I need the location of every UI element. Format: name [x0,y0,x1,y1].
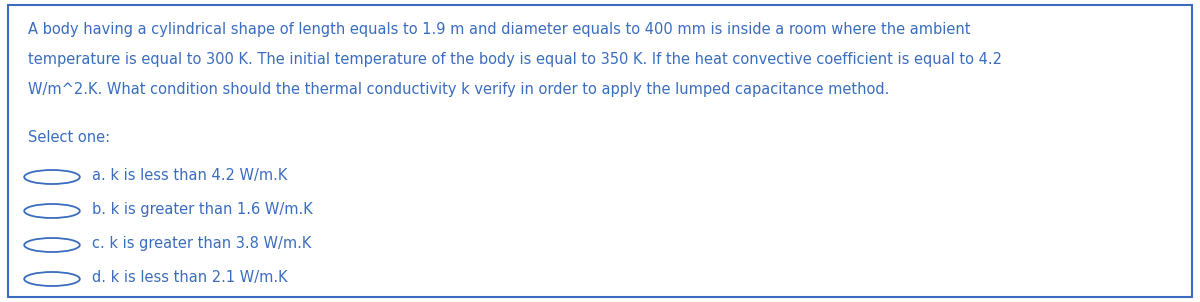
Ellipse shape [24,238,80,252]
Text: c. k is greater than 3.8 W/m.K: c. k is greater than 3.8 W/m.K [92,236,311,251]
Text: W/m^2.K. What condition should the thermal conductivity k verify in order to app: W/m^2.K. What condition should the therm… [28,82,889,97]
Text: temperature is equal to 300 K. The initial temperature of the body is equal to 3: temperature is equal to 300 K. The initi… [28,52,1002,67]
Text: d. k is less than 2.1 W/m.K: d. k is less than 2.1 W/m.K [92,270,288,285]
Text: b. k is greater than 1.6 W/m.K: b. k is greater than 1.6 W/m.K [92,202,312,217]
Ellipse shape [24,204,80,218]
Text: Select one:: Select one: [28,130,110,145]
Text: a. k is less than 4.2 W/m.K: a. k is less than 4.2 W/m.K [92,168,287,183]
Text: A body having a cylindrical shape of length equals to 1.9 m and diameter equals : A body having a cylindrical shape of len… [28,22,971,37]
Ellipse shape [24,170,80,184]
Ellipse shape [24,272,80,286]
FancyBboxPatch shape [8,5,1192,297]
